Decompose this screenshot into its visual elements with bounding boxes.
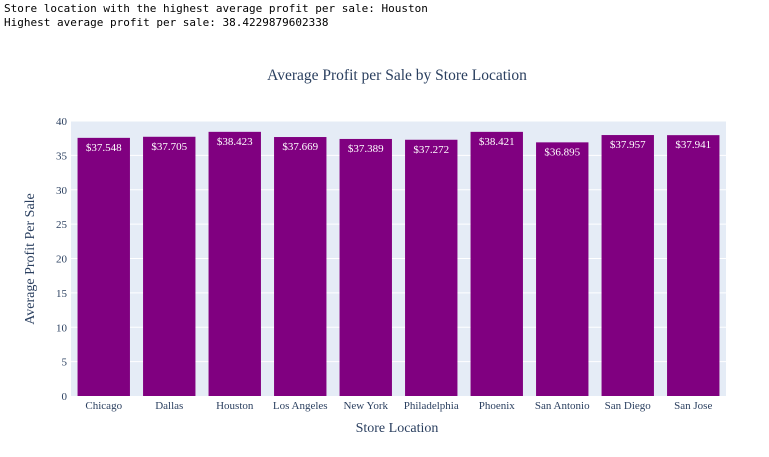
bar-data-label: $37.669	[282, 141, 318, 153]
y-tick-label: 0	[62, 391, 68, 403]
x-axis-title: Store Location	[356, 421, 439, 436]
bar-data-label: $37.941	[675, 139, 711, 151]
bar-data-label: $37.548	[86, 142, 122, 154]
bar	[339, 138, 392, 396]
bar	[274, 137, 327, 396]
x-tick-label: Los Angeles	[273, 400, 328, 412]
x-tick-label: San Diego	[605, 400, 652, 412]
y-tick-label: 20	[56, 254, 68, 266]
y-tick-label: 35	[56, 150, 68, 162]
console-output: Store location with the highest average …	[4, 2, 428, 30]
bar-data-label: $37.957	[610, 139, 646, 151]
x-tick-label: Philadelphia	[404, 400, 459, 412]
y-tick-label: 10	[56, 322, 68, 334]
bar	[143, 136, 196, 396]
x-axis-ticks: Chicago Dallas Houston Los Angeles New York P…	[85, 400, 712, 412]
bar	[405, 139, 458, 396]
x-tick-label: New York	[343, 400, 388, 412]
x-tick-label: Chicago	[85, 400, 122, 412]
chart-title: Average Profit per Sale by Store Locatio…	[267, 67, 527, 84]
y-axis-title: Average Profit Per Sale	[23, 193, 38, 325]
y-tick-label: 30	[56, 185, 68, 197]
y-tick-label: 5	[62, 357, 68, 369]
bar-data-label: $38.423	[217, 136, 253, 148]
console-line-value: Highest average profit per sale: 38.4229…	[4, 16, 329, 29]
bar-data-label: $37.389	[348, 143, 384, 155]
console-line-location: Store location with the highest average …	[4, 2, 428, 15]
bar	[208, 131, 261, 397]
x-tick-label: San Jose	[674, 400, 712, 412]
bar	[536, 142, 589, 396]
bars: $37.548 $37.705 $38.423 $37.669 $37.389 $37.2…	[77, 131, 720, 397]
bar	[470, 131, 523, 396]
y-tick-label: 25	[56, 219, 68, 231]
bar-data-label: $37.705	[151, 141, 187, 153]
x-tick-label: Dallas	[155, 400, 183, 412]
x-tick-label: Houston	[216, 400, 254, 412]
bar-data-label: $38.421	[479, 136, 515, 148]
y-tick-label: 40	[56, 116, 68, 128]
x-tick-label: San Antonio	[535, 400, 590, 412]
y-tick-label: 15	[56, 288, 68, 300]
x-tick-label: Phoenix	[479, 400, 516, 412]
y-axis-ticks: 0 5 10 15 20 25 30 35 40	[56, 116, 68, 403]
bar	[77, 137, 130, 397]
bar	[601, 135, 654, 396]
bar	[667, 135, 720, 396]
bar-data-label: $36.895	[544, 146, 580, 158]
bar-data-label: $37.272	[413, 144, 449, 156]
